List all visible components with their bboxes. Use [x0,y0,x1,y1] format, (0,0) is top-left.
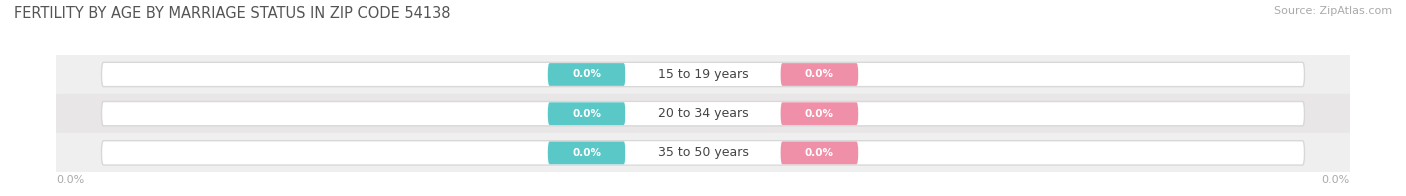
FancyBboxPatch shape [626,142,780,164]
FancyBboxPatch shape [780,63,858,86]
Text: 35 to 50 years: 35 to 50 years [658,146,748,159]
Bar [56,94,1350,133]
FancyBboxPatch shape [101,62,1305,87]
Text: FERTILITY BY AGE BY MARRIAGE STATUS IN ZIP CODE 54138: FERTILITY BY AGE BY MARRIAGE STATUS IN Z… [14,6,450,21]
FancyBboxPatch shape [780,102,858,125]
Bar [56,133,1350,172]
Text: 0.0%: 0.0% [56,175,84,185]
FancyBboxPatch shape [626,63,780,86]
Bar [56,55,1350,94]
FancyBboxPatch shape [626,102,780,125]
Text: 20 to 34 years: 20 to 34 years [658,107,748,120]
Text: 0.0%: 0.0% [804,109,834,119]
Text: 0.0%: 0.0% [804,69,834,80]
Text: 0.0%: 0.0% [572,69,602,80]
FancyBboxPatch shape [780,142,858,164]
FancyBboxPatch shape [548,142,626,164]
Text: Source: ZipAtlas.com: Source: ZipAtlas.com [1274,6,1392,16]
FancyBboxPatch shape [101,141,1305,165]
Text: 0.0%: 0.0% [1322,175,1350,185]
Text: 0.0%: 0.0% [572,109,602,119]
Text: 0.0%: 0.0% [572,148,602,158]
FancyBboxPatch shape [548,102,626,125]
Text: 0.0%: 0.0% [804,148,834,158]
Text: 15 to 19 years: 15 to 19 years [658,68,748,81]
FancyBboxPatch shape [548,63,626,86]
FancyBboxPatch shape [101,102,1305,126]
